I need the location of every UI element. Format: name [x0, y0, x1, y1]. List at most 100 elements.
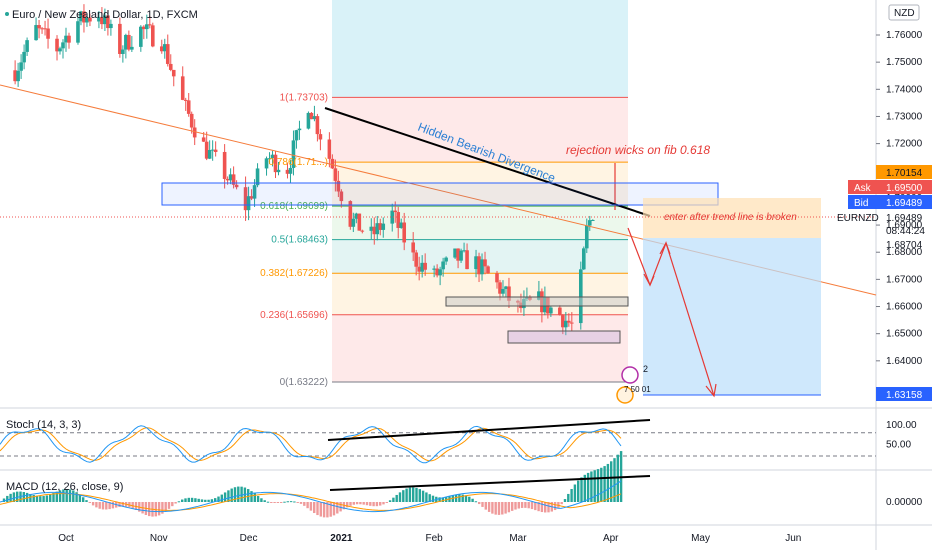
macd-histogram-bar — [412, 487, 415, 502]
macd-histogram-bar — [75, 492, 78, 502]
candle-body — [372, 226, 377, 235]
news-badge[interactable]: 2 — [621, 364, 648, 384]
candle-body — [19, 62, 23, 71]
macd-histogram-bar — [240, 486, 243, 502]
stochastic-pane[interactable] — [0, 419, 876, 464]
ask-label: Ask — [854, 183, 872, 194]
macd-histogram-bar — [613, 458, 616, 502]
macd-histogram-bar — [187, 497, 190, 502]
high-price-tag — [876, 165, 932, 179]
rejection-wicks-text: rejection wicks on fib 0.618 — [566, 143, 710, 157]
time-axis[interactable]: Oct Nov Dec 2021 Feb Mar Apr May Jun — [58, 533, 801, 544]
candle-body — [291, 140, 296, 168]
candle-body — [192, 127, 197, 138]
macd-histogram-bar — [494, 502, 497, 515]
macd-histogram-bar — [527, 502, 530, 509]
macd-histogram-bar — [593, 470, 596, 502]
macd-histogram-bar — [570, 489, 573, 502]
candle-body — [561, 315, 565, 328]
macd-histogram-bar — [355, 502, 359, 505]
projection-arrowhead — [659, 241, 671, 255]
candle-body — [82, 11, 86, 23]
candle-body — [124, 34, 128, 50]
candle-body — [118, 23, 122, 54]
macd-histogram-bar — [560, 502, 563, 505]
fib-zone — [332, 162, 628, 207]
candle-body — [495, 273, 499, 283]
macd-histogram-bar — [346, 502, 349, 508]
candle-body — [13, 70, 17, 82]
macd-histogram-bar — [283, 501, 286, 503]
macd-histogram-bar — [266, 501, 270, 503]
macd-histogram-bar — [580, 477, 583, 502]
macd-histogram-bar — [6, 495, 9, 502]
macd-histogram-bar — [9, 493, 12, 502]
time-tick-label: Apr — [603, 533, 619, 544]
target-price-value: 1.63158 — [886, 390, 923, 401]
fib-label-0786: 0.786(1.71...) — [269, 157, 328, 168]
macd-histogram-bar — [174, 502, 177, 504]
macd-pane[interactable] — [0, 451, 651, 518]
macd-histogram-bar — [98, 502, 101, 509]
macd-histogram-bar — [32, 494, 35, 502]
earnings-badge[interactable]: 7 50 01 — [616, 385, 651, 404]
macd-histogram-bar — [431, 495, 435, 502]
macd-histogram-bar — [322, 502, 326, 518]
candle-body — [76, 21, 80, 43]
macd-histogram-bar — [108, 502, 111, 510]
macd-histogram-bar — [408, 487, 412, 502]
candle-body — [399, 222, 404, 228]
macd-histogram-bar — [514, 502, 517, 510]
earnings-badge-text: 7 50 01 — [624, 385, 651, 394]
macd-histogram-bar — [157, 502, 161, 516]
fibonacci-labels: 1(1.73703) 0.786(1.71...) 0.618(1.69699)… — [260, 92, 328, 388]
macd-histogram-bar — [464, 495, 468, 502]
candle-body — [567, 320, 571, 323]
stoch-title: Stoch (14, 3, 3) — [6, 419, 81, 431]
macd-tick-label: 0.00000 — [886, 497, 923, 508]
macd-histogram-bar — [454, 494, 458, 502]
candle-body — [37, 25, 41, 29]
macd-histogram-bar — [289, 501, 293, 503]
macd-signal-line — [0, 493, 622, 511]
candle-body — [255, 168, 260, 186]
time-tick-label: Feb — [426, 533, 444, 544]
macd-histogram-bar — [131, 502, 134, 509]
support-box-lower — [507, 330, 621, 344]
macd-histogram-bar — [171, 502, 174, 507]
candle-body — [312, 116, 317, 120]
macd-histogram-bar — [332, 502, 336, 516]
candle-body — [375, 223, 380, 235]
macd-histogram-bar — [101, 502, 105, 510]
macd-histogram-bar — [88, 502, 91, 503]
price-tick-label: 1.68000 — [886, 247, 923, 258]
macd-histogram-bar — [164, 502, 167, 512]
price-axis[interactable]: 1.760001.750001.740001.730001.720001.710… — [876, 30, 923, 508]
candle-body — [186, 100, 191, 114]
candle-body — [67, 35, 71, 43]
candle-body — [159, 46, 164, 52]
macd-histogram-bar — [596, 469, 600, 502]
macd-histogram-bar — [25, 492, 29, 502]
candle-body — [483, 259, 487, 267]
macd-histogram-bar — [167, 502, 171, 509]
macd-histogram-bar — [517, 502, 520, 509]
candle-body — [64, 35, 68, 43]
projection-arrowhead — [643, 273, 655, 287]
candle-body — [273, 154, 278, 173]
macd-histogram-bar — [39, 496, 42, 502]
candle-body — [46, 28, 50, 39]
macd-histogram-bar — [372, 502, 375, 507]
time-tick-label: May — [691, 533, 710, 544]
macd-histogram-bar — [610, 461, 613, 502]
macd-histogram-bar — [534, 502, 537, 511]
currency-button[interactable]: NZD — [888, 4, 920, 21]
macd-histogram-bar — [286, 501, 289, 503]
candle-body — [201, 137, 206, 142]
candle-body — [207, 150, 212, 159]
price-tick-label: 1.69000 — [886, 220, 923, 231]
price-tick-label: 1.65000 — [886, 329, 923, 340]
macd-histogram-bar — [270, 502, 273, 503]
